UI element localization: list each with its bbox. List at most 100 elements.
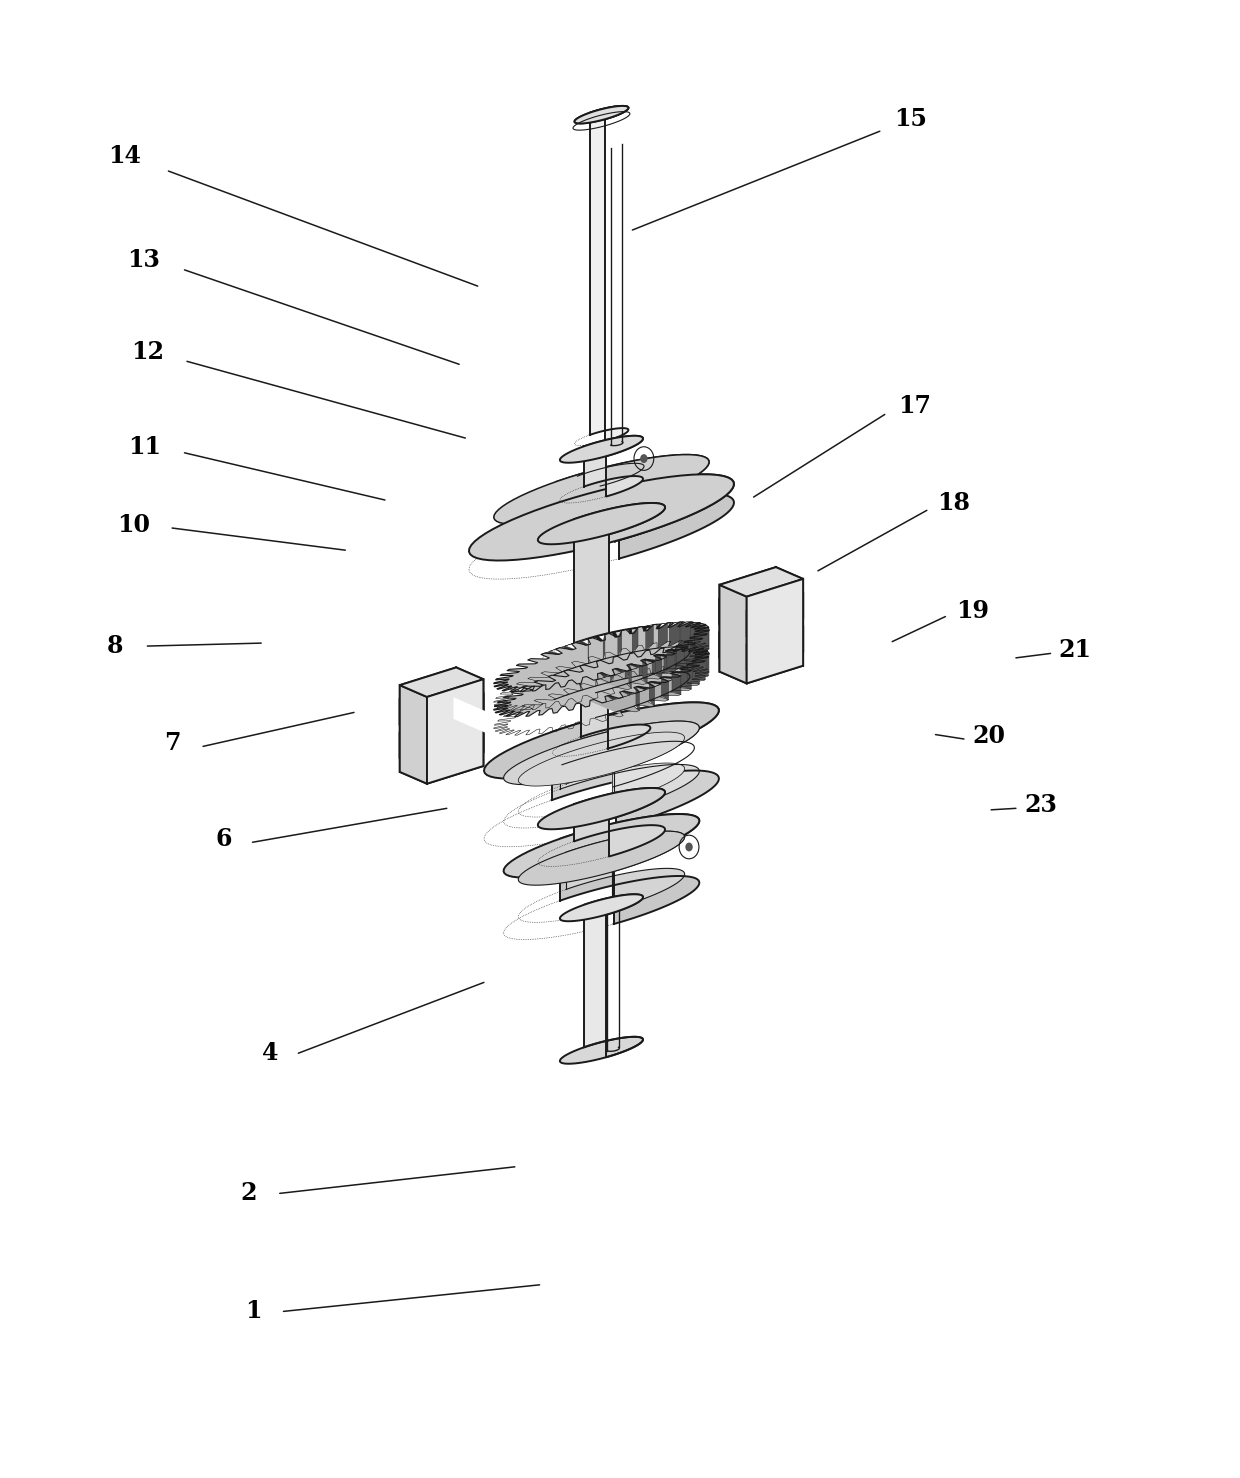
Polygon shape — [656, 655, 662, 678]
Polygon shape — [518, 732, 684, 786]
Text: 7: 7 — [164, 732, 180, 755]
Polygon shape — [667, 650, 675, 672]
Polygon shape — [544, 474, 734, 559]
Polygon shape — [508, 463, 694, 523]
Polygon shape — [574, 503, 665, 658]
Polygon shape — [580, 667, 582, 690]
Polygon shape — [639, 650, 646, 675]
Polygon shape — [661, 675, 681, 681]
Polygon shape — [596, 658, 614, 664]
Polygon shape — [688, 647, 702, 652]
Polygon shape — [399, 668, 456, 772]
Polygon shape — [681, 668, 692, 689]
Text: 15: 15 — [894, 108, 928, 132]
Polygon shape — [399, 681, 484, 711]
Polygon shape — [541, 649, 560, 655]
Polygon shape — [562, 463, 694, 534]
Polygon shape — [399, 740, 484, 770]
Text: 12: 12 — [131, 340, 164, 365]
Polygon shape — [693, 661, 706, 680]
Text: 17: 17 — [898, 393, 931, 418]
Polygon shape — [503, 721, 699, 785]
Polygon shape — [494, 647, 709, 717]
Polygon shape — [399, 733, 427, 770]
Polygon shape — [693, 656, 708, 661]
Text: 11: 11 — [129, 435, 161, 458]
Polygon shape — [399, 715, 484, 745]
Polygon shape — [719, 640, 804, 670]
Polygon shape — [719, 633, 746, 670]
Polygon shape — [559, 721, 699, 813]
Polygon shape — [683, 647, 696, 670]
Polygon shape — [574, 106, 629, 124]
Polygon shape — [538, 503, 665, 544]
Polygon shape — [653, 622, 667, 630]
Polygon shape — [639, 625, 653, 631]
Polygon shape — [684, 638, 703, 643]
Polygon shape — [399, 715, 456, 758]
Polygon shape — [686, 622, 699, 646]
Polygon shape — [454, 698, 486, 733]
Polygon shape — [719, 581, 776, 624]
Text: 10: 10 — [118, 513, 150, 537]
Text: 14: 14 — [109, 145, 141, 168]
Polygon shape — [567, 831, 684, 909]
Polygon shape — [646, 625, 653, 649]
Polygon shape — [688, 661, 706, 665]
Polygon shape — [696, 630, 709, 650]
Text: 8: 8 — [107, 634, 124, 658]
Text: 20: 20 — [972, 724, 1006, 748]
Polygon shape — [606, 695, 624, 702]
Polygon shape — [684, 641, 696, 662]
Polygon shape — [590, 106, 629, 442]
Polygon shape — [694, 624, 708, 630]
Polygon shape — [399, 706, 484, 736]
Polygon shape — [563, 647, 709, 715]
Polygon shape — [560, 1036, 644, 1064]
Polygon shape — [630, 650, 646, 658]
Polygon shape — [559, 814, 699, 924]
Polygon shape — [456, 715, 484, 752]
Polygon shape — [694, 630, 709, 634]
Polygon shape — [672, 672, 681, 695]
Polygon shape — [399, 686, 427, 783]
Polygon shape — [670, 622, 680, 646]
Polygon shape — [523, 469, 680, 519]
Polygon shape — [618, 631, 621, 655]
Polygon shape — [667, 649, 687, 653]
Polygon shape — [681, 647, 696, 652]
Polygon shape — [719, 615, 776, 658]
Polygon shape — [691, 622, 704, 628]
Polygon shape — [584, 894, 644, 1057]
Polygon shape — [614, 653, 630, 661]
Polygon shape — [677, 643, 696, 649]
Text: 18: 18 — [937, 491, 971, 514]
Polygon shape — [746, 579, 804, 683]
Polygon shape — [518, 831, 684, 885]
Polygon shape — [650, 683, 655, 705]
Polygon shape — [584, 436, 644, 497]
Polygon shape — [719, 568, 776, 671]
Polygon shape — [776, 568, 804, 665]
Polygon shape — [427, 680, 484, 783]
Polygon shape — [719, 599, 746, 636]
Polygon shape — [661, 647, 675, 653]
Polygon shape — [696, 653, 709, 674]
Polygon shape — [629, 664, 647, 670]
Polygon shape — [552, 702, 719, 828]
Polygon shape — [560, 894, 644, 921]
Polygon shape — [574, 106, 629, 124]
Polygon shape — [719, 581, 804, 610]
Polygon shape — [456, 668, 484, 766]
Text: 4: 4 — [262, 1041, 278, 1066]
Polygon shape — [688, 664, 699, 684]
Polygon shape — [469, 474, 734, 560]
Text: 23: 23 — [1024, 794, 1056, 817]
Polygon shape — [694, 634, 707, 653]
Polygon shape — [580, 659, 650, 749]
Polygon shape — [719, 568, 804, 597]
Text: 2: 2 — [241, 1181, 257, 1206]
Polygon shape — [661, 677, 668, 699]
Polygon shape — [746, 593, 804, 636]
Circle shape — [686, 842, 693, 851]
